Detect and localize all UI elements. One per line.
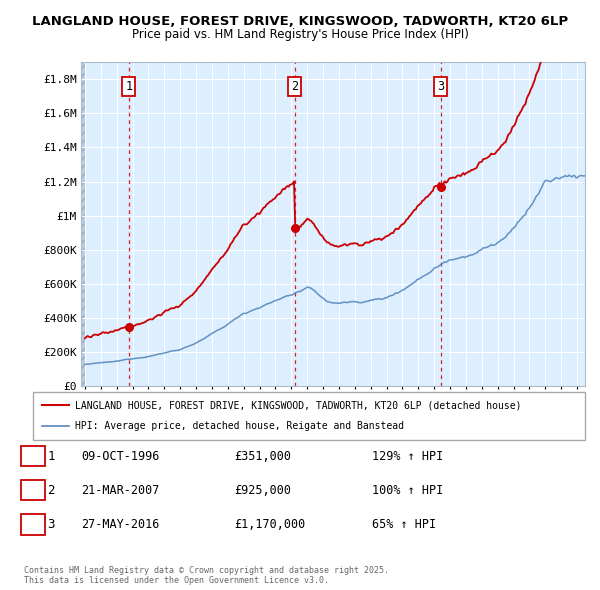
Text: £925,000: £925,000 [234, 484, 291, 497]
Text: Price paid vs. HM Land Registry's House Price Index (HPI): Price paid vs. HM Land Registry's House … [131, 28, 469, 41]
Text: Contains HM Land Registry data © Crown copyright and database right 2025.
This d: Contains HM Land Registry data © Crown c… [24, 566, 389, 585]
Text: 09-OCT-1996: 09-OCT-1996 [81, 450, 160, 463]
Text: 2: 2 [291, 80, 298, 93]
Bar [81, 62, 85, 386]
Text: HPI: Average price, detached house, Reigate and Banstead: HPI: Average price, detached house, Reig… [75, 421, 404, 431]
Text: 2: 2 [47, 484, 55, 497]
Text: 21-MAR-2007: 21-MAR-2007 [81, 484, 160, 497]
Text: 100% ↑ HPI: 100% ↑ HPI [372, 484, 443, 497]
Text: 3: 3 [47, 518, 55, 531]
Text: 1: 1 [125, 80, 133, 93]
Text: 27-MAY-2016: 27-MAY-2016 [81, 518, 160, 531]
Text: 1: 1 [47, 450, 55, 463]
Text: £1,170,000: £1,170,000 [234, 518, 305, 531]
Text: 129% ↑ HPI: 129% ↑ HPI [372, 450, 443, 463]
Text: LANGLAND HOUSE, FOREST DRIVE, KINGSWOOD, TADWORTH, KT20 6LP (detached house): LANGLAND HOUSE, FOREST DRIVE, KINGSWOOD,… [75, 400, 521, 410]
Text: 3: 3 [437, 80, 444, 93]
Text: 65% ↑ HPI: 65% ↑ HPI [372, 518, 436, 531]
Text: LANGLAND HOUSE, FOREST DRIVE, KINGSWOOD, TADWORTH, KT20 6LP: LANGLAND HOUSE, FOREST DRIVE, KINGSWOOD,… [32, 15, 568, 28]
Text: £351,000: £351,000 [234, 450, 291, 463]
